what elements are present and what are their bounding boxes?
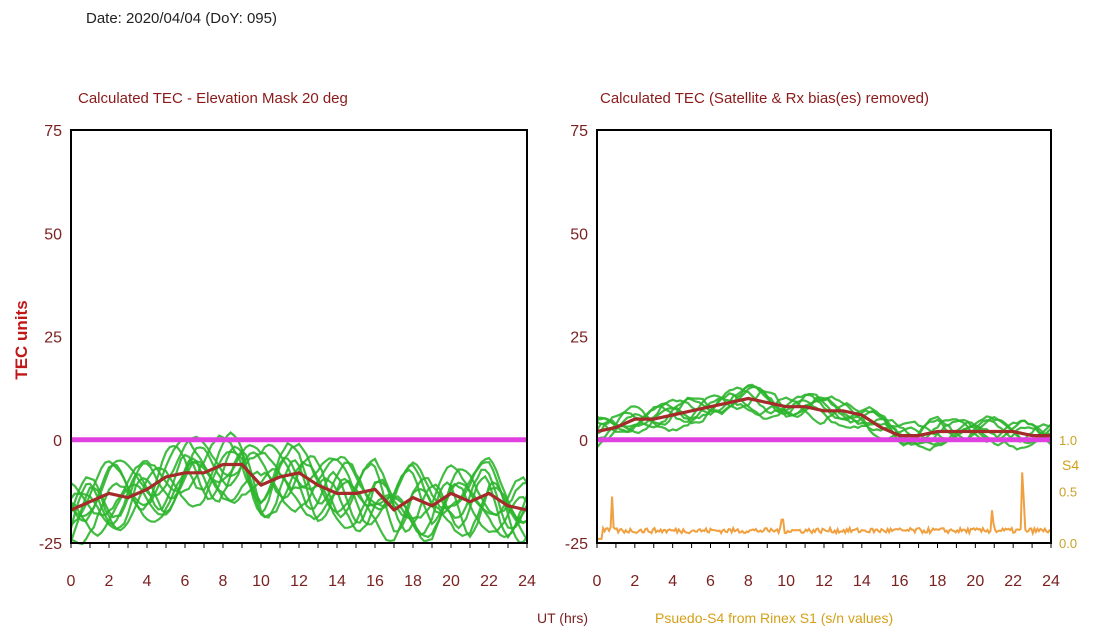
left-x-tick-label: 14 xyxy=(328,573,346,590)
left-x-tick-label: 16 xyxy=(366,573,384,590)
right-x-tick-label: 14 xyxy=(853,573,871,590)
left-x-tick-label: 6 xyxy=(181,573,190,590)
left-green-trace xyxy=(70,434,528,520)
left-panel-title: Calculated TEC - Elevation Mask 20 deg xyxy=(78,90,348,107)
right-x-tick-label: 16 xyxy=(891,573,909,590)
left-x-tick-label: 2 xyxy=(105,573,114,590)
right-panel-title: Calculated TEC (Satellite & Rx bias(es) … xyxy=(600,90,929,107)
left-x-ticks: 0 2 4 6 8 10 12 14 16 18 20 22 24 xyxy=(67,543,536,590)
left-x-tick-label: 20 xyxy=(442,573,460,590)
right-green-trace xyxy=(596,396,1052,452)
right-x-tick-label: 8 xyxy=(744,573,753,590)
right-x-tick-label: 10 xyxy=(777,573,795,590)
right-x-tick-label: 6 xyxy=(706,573,715,590)
right-y-tick-label: 75 xyxy=(570,123,588,140)
right-x-tick-label: 2 xyxy=(630,573,639,590)
left-x-tick-label: 4 xyxy=(143,573,152,590)
left-green-traces xyxy=(69,430,529,546)
left-green-trace xyxy=(69,430,528,526)
left-y-tick-label: -25 xyxy=(39,536,62,553)
left-x-tick-label: 24 xyxy=(518,573,536,590)
right-x-tick-label: 24 xyxy=(1042,573,1060,590)
date-label: Date: 2020/04/04 (DoY: 095) xyxy=(86,10,277,27)
right-green-trace xyxy=(596,383,1052,443)
s4-axis-label: S4 xyxy=(1062,457,1079,473)
left-x-tick-label: 8 xyxy=(219,573,228,590)
right-x-tick-label: 20 xyxy=(966,573,984,590)
y-axis-label: TEC units xyxy=(12,300,31,379)
s4-tick-label: 0.5 xyxy=(1059,484,1077,499)
s4-tick-label: 0.0 xyxy=(1059,536,1077,551)
left-x-tick-label: 18 xyxy=(404,573,422,590)
right-y-tick-label: 25 xyxy=(570,330,588,347)
left-x-tick-label: 0 xyxy=(67,573,76,590)
right-x-tick-label: 22 xyxy=(1004,573,1022,590)
right-x-tick-label: 0 xyxy=(593,573,602,590)
right-y-ticks: -25 0 25 50 75 xyxy=(565,123,588,553)
left-y-tick-label: 25 xyxy=(44,330,62,347)
left-green-trace xyxy=(70,460,528,546)
right-y-tick-label: 50 xyxy=(570,226,588,243)
left-y-ticks: -25 0 25 50 75 xyxy=(39,123,62,553)
right-x-tick-label: 4 xyxy=(668,573,677,590)
s4-ticks: 0.0 0.5 1.0 xyxy=(1059,433,1077,551)
left-mean-line xyxy=(70,462,528,512)
s4-legend-label: Psuedo-S4 from Rinex S1 (s/n values) xyxy=(655,610,893,626)
right-y-tick-label: -25 xyxy=(565,536,588,553)
left-x-tick-label: 10 xyxy=(252,573,270,590)
right-x-tick-label: 18 xyxy=(929,573,947,590)
left-green-trace xyxy=(69,446,528,533)
s4-series-line xyxy=(597,472,1052,540)
right-plot-frame xyxy=(596,129,1052,544)
x-axis-label: UT (hrs) xyxy=(537,610,588,626)
left-y-tick-label: 75 xyxy=(44,123,62,140)
right-x-tick-label: 12 xyxy=(815,573,833,590)
left-y-tick-label: 0 xyxy=(53,433,62,450)
s4-tick-label: 1.0 xyxy=(1059,433,1077,448)
right-x-ticks: 0 2 4 6 8 10 12 14 16 18 20 22 24 xyxy=(593,543,1060,590)
right-y-tick-label: 0 xyxy=(579,433,588,450)
left-x-tick-label: 12 xyxy=(290,573,308,590)
left-x-tick-label: 22 xyxy=(480,573,498,590)
left-y-tick-label: 50 xyxy=(44,226,62,243)
right-mean-line xyxy=(596,396,1051,438)
